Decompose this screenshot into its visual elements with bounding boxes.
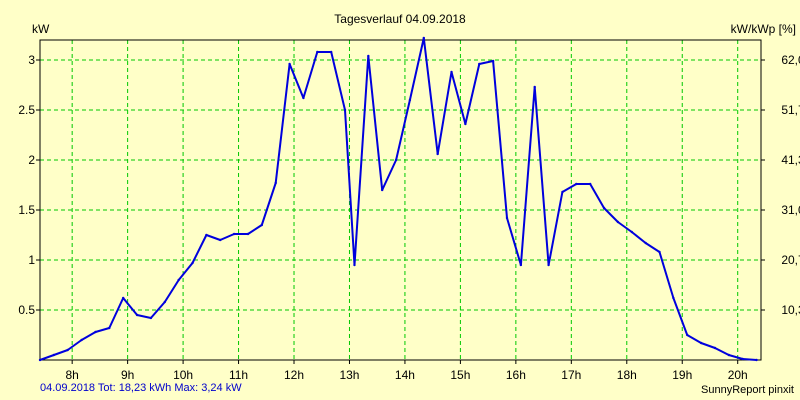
y-tick-label-left: 2.5 (18, 103, 35, 117)
data-point (121, 296, 125, 300)
data-point (658, 250, 661, 254)
y-tick-label-left: 1 (28, 253, 35, 267)
data-point (232, 232, 236, 236)
x-tick-label: 8h (65, 368, 78, 382)
data-point (80, 338, 83, 342)
data-point (288, 62, 291, 66)
data-point (741, 357, 744, 361)
data-point (478, 62, 481, 66)
data-point (436, 152, 439, 156)
data-point (561, 190, 564, 194)
tick-labels: 8h 9h 10h 11h 12h 13h 14h 15h 16h 17h 18h 19h 20h 0.5… (18, 53, 800, 382)
power-series-line (39, 37, 757, 361)
y-tick-label-right: 10,3 (781, 303, 800, 317)
x-tick-label: 18h (617, 368, 637, 382)
x-tick-label: 10h (173, 368, 193, 382)
data-point (616, 220, 620, 224)
x-tick-label: 13h (339, 368, 359, 382)
y-tick-label-left: 3 (28, 53, 35, 67)
grid (40, 40, 761, 360)
data-point (394, 158, 398, 162)
series-group (38, 36, 758, 362)
x-tick-label: 12h (284, 368, 304, 382)
footer-summary: 04.09.2018 Tot: 18,23 kWh Max: 3,24 kW (40, 382, 242, 394)
x-tick-label: 16h (506, 368, 526, 382)
data-point (464, 122, 467, 126)
data-point (367, 54, 370, 58)
x-tick-label: 19h (672, 368, 692, 382)
x-tick-label: 9h (121, 368, 134, 382)
data-point (727, 353, 731, 357)
data-point (519, 263, 523, 267)
data-point (630, 230, 633, 234)
data-point (755, 358, 758, 362)
footer-credit: SunnyReport pinxit (701, 384, 794, 396)
data-point (491, 59, 495, 63)
data-point (274, 181, 277, 185)
x-tick-label: 14h (395, 368, 415, 382)
data-point (547, 263, 550, 267)
data-point (686, 333, 689, 337)
data-point (52, 353, 56, 357)
x-tick-label: 15h (450, 368, 470, 382)
data-point (191, 261, 194, 265)
data-point (246, 232, 250, 236)
chart-title: Tagesverlauf 04.09.2018 (334, 12, 466, 26)
data-point (149, 316, 153, 320)
data-point (588, 182, 592, 186)
data-point (302, 96, 305, 100)
data-point (219, 238, 222, 242)
y-axis-label-right: kW/kWp [%] (731, 22, 796, 36)
data-point (408, 98, 412, 102)
y-tick-label-left: 0.5 (18, 303, 35, 317)
data-point (602, 206, 606, 210)
plot-frame (39, 39, 762, 361)
data-point (94, 330, 97, 334)
data-point (163, 300, 166, 304)
data-point (177, 278, 180, 282)
x-tick-label: 17h (561, 368, 581, 382)
data-point (533, 85, 536, 89)
data-point (329, 50, 333, 54)
data-point (66, 348, 69, 352)
data-point (380, 188, 384, 192)
data-point (316, 50, 319, 54)
data-point (260, 223, 264, 227)
data-point (505, 216, 509, 220)
data-point (575, 182, 578, 186)
data-point (713, 346, 717, 350)
data-point (672, 296, 675, 300)
y-axis-label-left: kW (32, 22, 50, 36)
y-tick-label-right: 41,3 (781, 153, 800, 167)
data-point (38, 358, 42, 362)
data-point (699, 341, 703, 345)
x-tick-label: 20h (728, 368, 748, 382)
y-tick-label-right: 31,0 (781, 203, 800, 217)
data-point (343, 108, 347, 112)
data-point (450, 70, 453, 74)
data-point (135, 313, 139, 317)
data-point (108, 326, 111, 330)
y-tick-label-left: 2 (28, 153, 35, 167)
y-tick-label-right: 20,7 (781, 253, 800, 267)
data-point (205, 233, 208, 237)
data-point (353, 263, 356, 267)
y-tick-label-right: 62,0 (781, 53, 800, 67)
data-point (644, 241, 647, 245)
y-tick-label-right: 51,7 (781, 103, 800, 117)
x-tick-label: 11h (229, 368, 248, 382)
y-tick-label-left: 1.5 (18, 203, 35, 217)
data-point (422, 36, 425, 40)
